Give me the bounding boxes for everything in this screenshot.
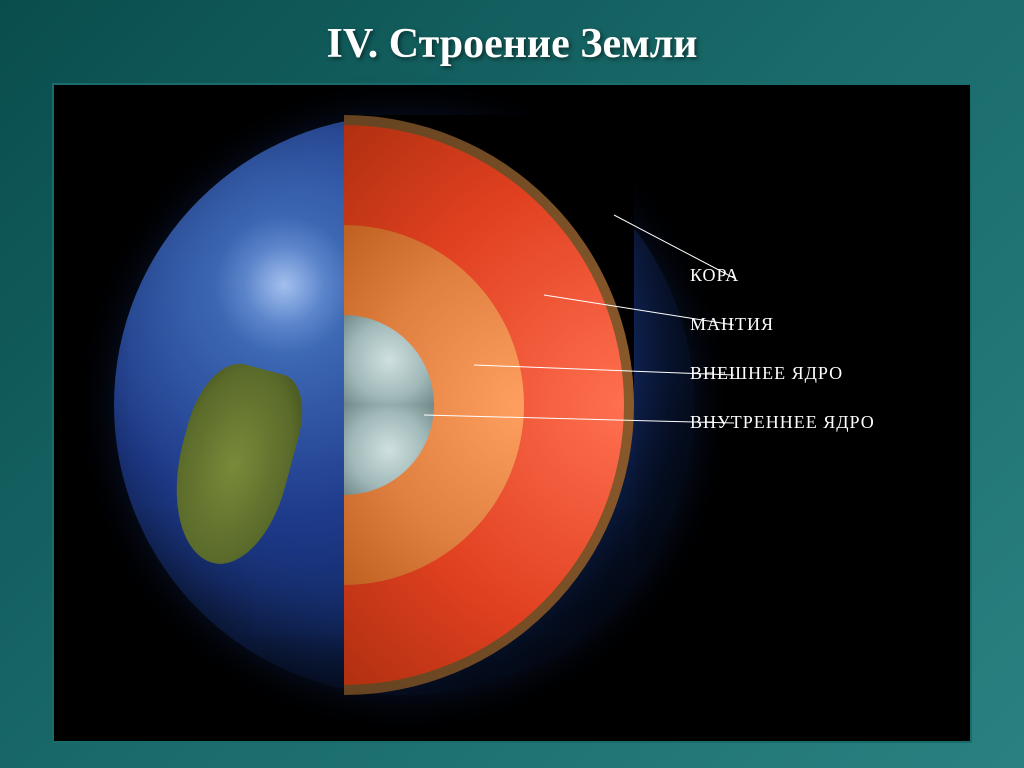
continent-south-america [155,354,313,576]
label-inner-core: ВНУТРЕННЕЕ ЯДРО [690,412,940,433]
globe-highlight [214,215,354,355]
label-mantle: МАНТИЯ [690,314,940,335]
slide-title: IV. Строение Земли [0,0,1024,83]
cutaway-section [344,115,634,695]
cut-face-upper [344,115,634,405]
earth-diagram: КОРА МАНТИЯ ВНЕШНЕЕ ЯДРО ВНУТРЕННЕЕ ЯДРО [52,83,972,743]
layer-labels: КОРА МАНТИЯ ВНЕШНЕЕ ЯДРО ВНУТРЕННЕЕ ЯДРО [690,265,940,461]
label-crust: КОРА [690,265,940,286]
cut-face-lower [344,405,634,695]
label-outer-core: ВНЕШНЕЕ ЯДРО [690,363,940,384]
